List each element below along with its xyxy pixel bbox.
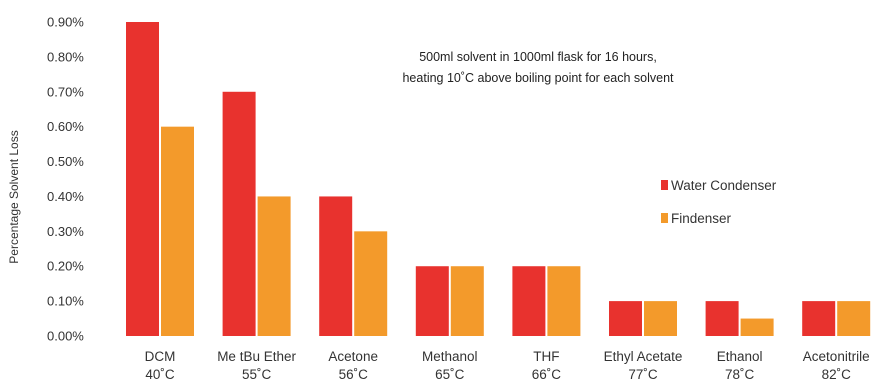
bar-findenser [740,318,774,336]
bar-water-condenser [319,196,353,336]
x-tick-label: Me tBu Ether [217,349,296,364]
legend-swatch-water-condenser [661,180,668,190]
bar-water-condenser [512,266,546,336]
bar-findenser [547,266,581,336]
x-tick-label: THF [533,349,559,364]
annotation-line-1: 500ml solvent in 1000ml flask for 16 hou… [419,50,657,64]
bar-findenser [644,301,677,336]
x-tick-sublabel: 82˚C [822,367,852,382]
bar-findenser [161,126,194,337]
x-tick-sublabel: 56˚C [339,367,369,382]
bar-findenser [837,301,871,336]
bar-findenser [450,266,484,336]
x-tick-sublabel: 77˚C [628,367,658,382]
x-axis-categories: DCM 40˚C Me tBu Ether 55˚C Acetone 56˚C Methan… [145,349,870,382]
y-tick-label: 0.90% [47,15,84,30]
bar-water-condenser [705,301,739,336]
annotation-line-2: heating 10˚C above boiling point for eac… [402,71,674,85]
bars [126,22,871,337]
y-tick-label: 0.20% [47,259,84,274]
legend: Water Condenser Findenser [661,178,777,226]
y-tick-label: 0.00% [47,329,84,344]
x-tick-label: Methanol [422,349,478,364]
x-tick-label: Acetone [328,349,378,364]
y-axis-ticks: 0.00% 0.10% 0.20% 0.30% 0.40% 0.50% 0.60% 0.70%… [47,15,84,344]
x-tick-sublabel: 65˚C [435,367,465,382]
x-tick-label: Acetonitrile [803,349,870,364]
bar-water-condenser [126,22,159,336]
bar-findenser [354,231,388,336]
y-tick-label: 0.60% [47,119,84,134]
bar-water-condenser [802,301,836,336]
y-tick-label: 0.50% [47,154,84,169]
y-tick-label: 0.10% [47,294,84,309]
bar-water-condenser [222,91,256,337]
x-tick-sublabel: 40˚C [145,367,175,382]
y-tick-label: 0.40% [47,189,84,204]
legend-swatch-findenser [661,213,668,223]
x-tick-sublabel: 55˚C [242,367,272,382]
y-tick-label: 0.30% [47,224,84,239]
legend-label-water-condenser: Water Condenser [671,178,777,193]
legend-label-findenser: Findenser [671,211,732,226]
y-tick-label: 0.80% [47,49,84,64]
x-tick-label: Ethanol [717,349,763,364]
bar-water-condenser [415,266,449,336]
x-tick-label: DCM [145,349,176,364]
bar-findenser [257,196,291,336]
x-tick-sublabel: 78˚C [725,367,755,382]
x-tick-sublabel: 66˚C [532,367,562,382]
y-axis-label: Percentage Solvent Loss [7,130,21,263]
y-tick-label: 0.70% [47,84,84,99]
bar-water-condenser [609,301,642,336]
x-tick-label: Ethyl Acetate [604,349,683,364]
